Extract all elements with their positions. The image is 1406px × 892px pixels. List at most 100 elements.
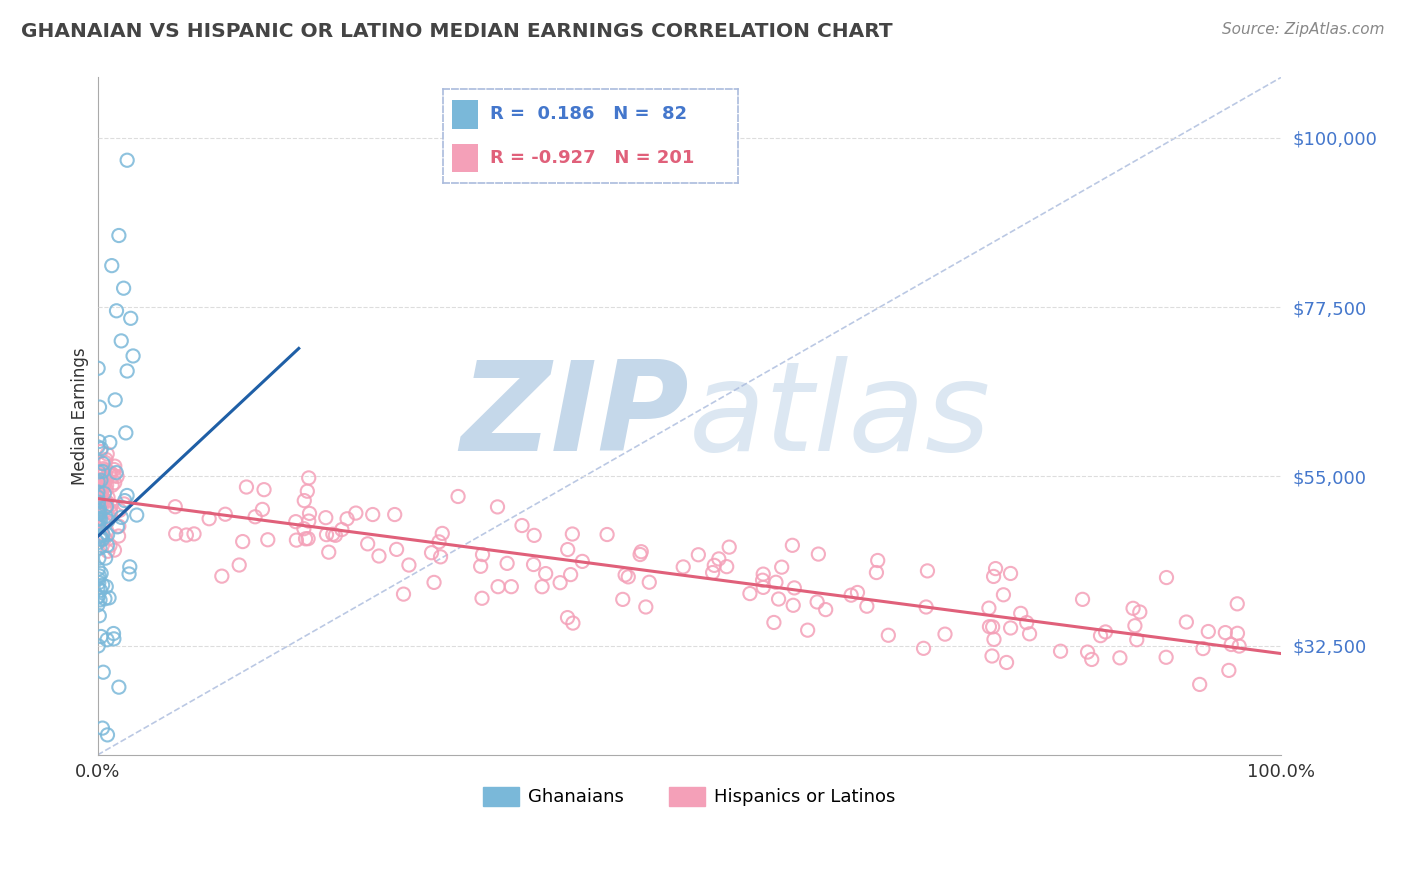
Point: [243, 509, 266, 524]
Point: [112, 497, 135, 511]
Point: [782, 599, 804, 613]
Point: [292, 522, 315, 536]
Point: [1000, 566, 1022, 581]
Point: [87, 590, 110, 604]
Point: [298, 514, 321, 528]
Point: [90, 494, 112, 508]
Point: [1215, 625, 1237, 640]
Point: [523, 528, 546, 542]
Point: [361, 508, 384, 522]
Point: [94, 591, 117, 606]
Point: [91, 578, 114, 592]
Point: [96, 495, 118, 509]
Point: [496, 557, 519, 571]
Point: [90, 469, 112, 483]
Point: [981, 648, 1004, 663]
Point: [688, 548, 710, 562]
Point: [110, 334, 132, 348]
Point: [865, 566, 887, 580]
Point: [91, 515, 114, 529]
Point: [89, 512, 111, 526]
Point: [89, 400, 111, 414]
Point: [934, 627, 956, 641]
Point: [87, 434, 110, 449]
Point: [707, 552, 730, 566]
Point: [471, 591, 494, 606]
Point: [866, 553, 889, 567]
Point: [486, 500, 509, 514]
Point: [995, 656, 1018, 670]
Point: [1218, 664, 1240, 678]
Point: [87, 598, 110, 612]
Point: [1226, 597, 1249, 611]
Point: [1220, 638, 1243, 652]
Point: [531, 580, 554, 594]
Point: [856, 599, 879, 614]
Point: [94, 509, 117, 524]
Point: [97, 513, 120, 527]
Point: [330, 523, 353, 537]
Point: [98, 511, 121, 525]
Point: [1071, 592, 1094, 607]
Point: [91, 491, 114, 505]
Point: [253, 483, 276, 497]
Point: [368, 549, 391, 563]
Point: [1227, 639, 1250, 653]
Point: [1077, 645, 1099, 659]
Point: [96, 728, 118, 742]
Point: [103, 632, 125, 646]
Point: [344, 506, 367, 520]
Point: [90, 630, 112, 644]
Point: [87, 508, 110, 522]
Point: [87, 465, 110, 479]
Point: [294, 532, 316, 546]
Point: [90, 484, 112, 499]
Point: [765, 575, 787, 590]
Point: [432, 526, 454, 541]
Point: [101, 478, 124, 492]
Point: [1080, 652, 1102, 666]
Point: [839, 588, 862, 602]
Text: R = -0.927   N = 201: R = -0.927 N = 201: [491, 149, 695, 167]
Point: [256, 533, 278, 547]
Point: [112, 281, 135, 295]
Point: [315, 527, 337, 541]
Point: [176, 528, 198, 542]
Point: [1126, 632, 1149, 647]
Point: [98, 503, 121, 517]
Bar: [451, 101, 478, 128]
Point: [87, 508, 110, 522]
Point: [91, 721, 114, 735]
Point: [252, 502, 274, 516]
Bar: [451, 144, 478, 171]
Point: [752, 567, 775, 582]
Point: [90, 495, 112, 509]
Point: [87, 475, 110, 489]
Point: [87, 504, 110, 518]
Point: [1122, 601, 1144, 615]
Point: [96, 632, 118, 647]
Point: [211, 569, 233, 583]
Point: [104, 475, 127, 490]
Point: [89, 492, 111, 507]
Point: [103, 468, 125, 483]
Point: [912, 641, 935, 656]
Point: [87, 639, 110, 653]
Point: [427, 534, 450, 549]
Point: [1226, 626, 1249, 640]
Point: [1192, 641, 1215, 656]
Point: [108, 503, 131, 517]
Point: [672, 560, 695, 574]
Point: [617, 570, 640, 584]
Point: [297, 532, 319, 546]
Point: [420, 546, 443, 560]
Point: [703, 558, 725, 573]
Point: [782, 538, 804, 552]
Point: [91, 494, 114, 508]
Point: [91, 665, 114, 680]
Point: [87, 518, 110, 533]
Point: [983, 569, 1005, 583]
Point: [94, 455, 117, 469]
Point: [96, 538, 118, 552]
Point: [877, 628, 900, 642]
